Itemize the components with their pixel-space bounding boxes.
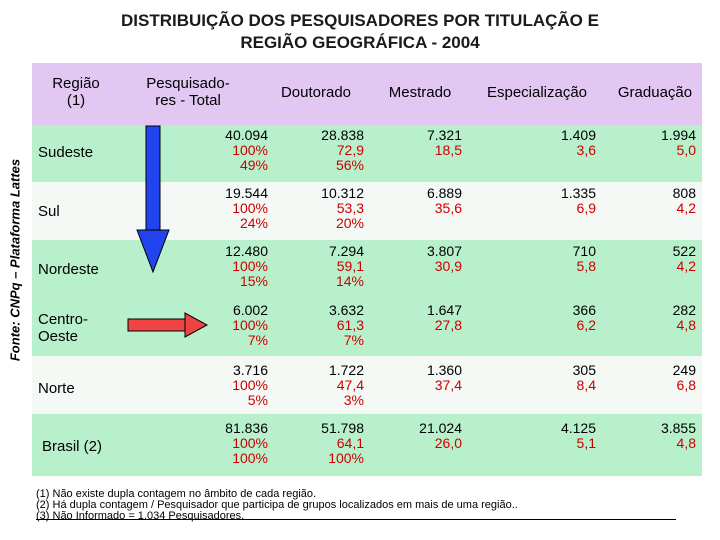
header-doutorado: Doutorado [280,84,352,101]
cell-sul-graduacao: 808 4,2 [672,185,696,216]
cell-nordeste-total: 12.480 100% 15% [225,243,268,289]
cell-brasil-doutorado: 51.798 64,1 100% [321,420,364,466]
cell-centro-oeste-mestrado: 1.647 27,8 [426,302,462,333]
cell-centro-oeste-graduacao: 282 4,8 [672,302,696,333]
down-arrow-icon [136,125,170,274]
cell-centro-oeste-doutorado: 3.632 61,3 7% [328,302,364,348]
row-label-sudeste: Sudeste [38,144,94,161]
cell-centro-oeste-especializacao: 366 6,2 [572,302,596,333]
row-label-centro-oeste: Centro- Oeste [38,311,89,345]
cell-sul-mestrado: 6.889 35,6 [426,185,462,216]
cell-sul-doutorado: 10.312 53,3 20% [321,185,364,231]
cell-brasil-mestrado: 21.024 26,0 [419,420,462,451]
cell-nordeste-mestrado: 3.807 30,9 [426,243,462,274]
slide-title: DISTRIBUIÇÃO DOS PESQUISADORES POR TITUL… [40,10,680,54]
row-band-sudeste [32,125,702,182]
row-band-nordeste [32,240,702,298]
cell-nordeste-graduacao: 522 4,2 [672,243,696,274]
cell-sudeste-mestrado: 7.321 18,5 [426,127,462,158]
cell-brasil-especializacao: 4.125 5,1 [560,420,596,451]
cell-sul-especializacao: 1.335 6,9 [560,185,596,216]
row-band-brasil [32,414,702,476]
cell-norte-total: 3.716 100% 5% [232,362,268,408]
cell-sudeste-graduacao: 1.994 5,0 [660,127,696,158]
row-label-sul: Sul [38,203,60,220]
cell-sudeste-doutorado: 28.838 72,9 56% [321,127,364,173]
row-label-norte: Norte [38,380,75,397]
cell-norte-especializacao: 305 8,4 [572,362,596,393]
cell-norte-graduacao: 249 6,8 [672,362,696,393]
row-label-brasil: Brasil (2) [42,438,103,455]
footnotes: (1) Não existe dupla contagem no âmbito … [36,489,518,522]
source-label-text: Fonte: CNPq – Plataforma Lattes [7,158,23,362]
right-arrow-icon [127,312,209,338]
cell-nordeste-especializacao: 710 5,8 [572,243,596,274]
cell-brasil-graduacao: 3.855 4,8 [660,420,696,451]
footnote-1: (1) Não existe dupla contagem no âmbito … [36,488,317,500]
footnote-3: (3) Não Informado = 1.034 Pesquisadores. [36,510,245,522]
header-mestrado: Mestrado [388,84,452,101]
footnote-underline [36,519,676,520]
title-line-2: REGIÃO GEOGRÁFICA - 2004 [240,33,480,52]
cell-norte-mestrado: 1.360 37,4 [426,362,462,393]
title-line-1: DISTRIBUIÇÃO DOS PESQUISADORES POR TITUL… [121,11,599,30]
row-band-norte [32,356,702,414]
header-total: Pesquisado- res - Total [146,75,230,109]
cell-sul-total: 19.544 100% 24% [225,185,268,231]
cell-norte-doutorado: 1.722 47,4 3% [328,362,364,408]
cell-nordeste-doutorado: 7.294 59,1 14% [328,243,364,289]
footnote-2: (2) Há dupla contagem / Pesquisador que … [36,499,518,511]
header-graduacao: Graduação [617,84,693,101]
header-regiao: Região (1) [52,75,100,109]
cell-sudeste-total: 40.094 100% 49% [225,127,268,173]
cell-sudeste-especializacao: 1.409 3,6 [560,127,596,158]
cell-centro-oeste-total: 6.002 100% 7% [232,302,268,348]
header-especializacao: Especialização [486,84,588,101]
source-label: Fonte: CNPq – Plataforma Lattes [0,70,30,470]
row-label-nordeste: Nordeste [38,261,99,278]
cell-brasil-total: 81.836 100% 100% [225,420,268,466]
header-band [32,63,702,125]
